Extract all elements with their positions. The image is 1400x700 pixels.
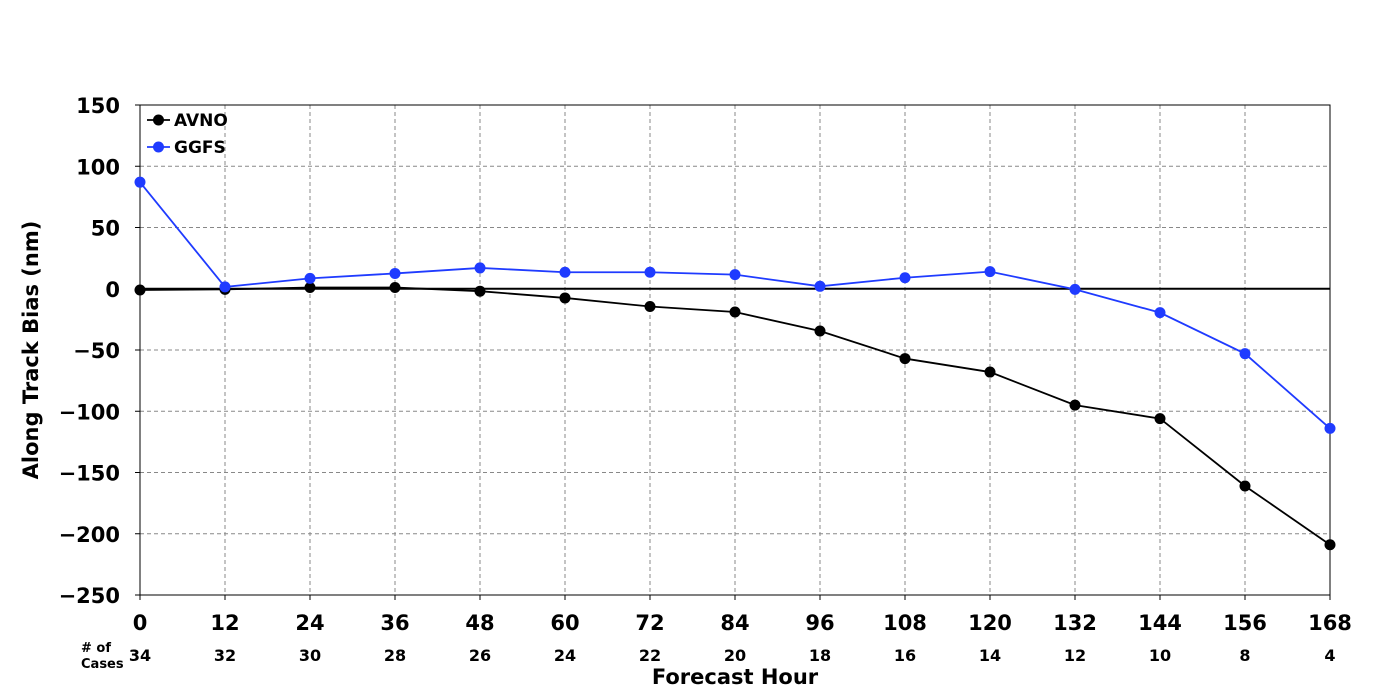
x-tick-label: 24: [295, 611, 324, 635]
data-point-avno: [814, 325, 826, 337]
case-count-label: 8: [1239, 646, 1250, 665]
legend-label-ggfs: GGFS: [174, 138, 226, 158]
case-count-label: 16: [894, 646, 916, 665]
x-tick-label: 168: [1308, 611, 1352, 635]
x-tick-label: 0: [133, 611, 148, 635]
y-tick-label: −100: [59, 400, 120, 424]
y-axis-title: Along Track Bias (nm): [19, 221, 43, 480]
y-tick-label: −50: [73, 339, 120, 363]
case-count-label: 28: [384, 646, 406, 665]
data-point-avno: [899, 353, 911, 365]
x-tick-label: 72: [635, 611, 664, 635]
cases-label-line2: Cases: [81, 657, 124, 672]
x-axis-title: Forecast Hour: [652, 665, 819, 689]
case-count-label: 32: [214, 646, 236, 665]
data-point-ggfs: [814, 280, 826, 292]
y-tick-label: 50: [91, 217, 120, 241]
series-layer: [134, 176, 1336, 551]
data-point-ggfs: [729, 269, 741, 281]
case-count-label: 4: [1324, 646, 1335, 665]
legend-marker-avno: [153, 114, 164, 126]
x-tick-label: 156: [1223, 611, 1267, 635]
case-count-label: 26: [469, 646, 491, 665]
y-tick-label: 150: [76, 94, 120, 118]
data-point-avno: [729, 306, 741, 318]
data-point-ggfs: [644, 266, 656, 278]
data-point-ggfs: [389, 267, 401, 279]
data-point-avno: [559, 292, 571, 304]
data-point-ggfs: [134, 176, 146, 188]
data-point-avno: [134, 284, 146, 296]
data-point-ggfs: [984, 266, 996, 278]
legend-item-ggfs: GGFS: [147, 138, 226, 158]
x-tick-label: 108: [883, 611, 927, 635]
series-ggfs: [134, 176, 1336, 434]
data-point-ggfs: [1154, 307, 1166, 319]
y-tick-label: −200: [59, 523, 120, 547]
data-point-avno: [1069, 399, 1081, 411]
case-count-label: 22: [639, 646, 661, 665]
y-tick-label: −250: [59, 584, 120, 608]
y-tick-label: 100: [76, 155, 120, 179]
x-tick-label: 120: [968, 611, 1012, 635]
case-count-label: 20: [724, 646, 746, 665]
data-point-ggfs: [559, 266, 571, 278]
data-point-avno: [389, 282, 401, 294]
data-point-avno: [1239, 480, 1251, 492]
data-point-avno: [644, 301, 656, 313]
data-point-ggfs: [1069, 283, 1081, 295]
x-tick-label: 144: [1138, 611, 1182, 635]
legend: AVNO GGFS: [147, 111, 228, 158]
x-tick-label: 60: [550, 611, 579, 635]
grid-lines: [140, 105, 1330, 595]
case-count-label: 34: [129, 646, 151, 665]
series-avno: [134, 282, 1336, 551]
data-point-ggfs: [1239, 348, 1251, 360]
case-count-label: 24: [554, 646, 576, 665]
x-tick-label: 36: [380, 611, 409, 635]
data-point-avno: [474, 285, 486, 297]
y-axis-ticks: 150 100 50 0 −50 −100 −150 −200 −250: [59, 94, 140, 608]
x-tick-label: 96: [805, 611, 834, 635]
y-tick-label: −150: [59, 462, 120, 486]
legend-label-avno: AVNO: [174, 111, 228, 131]
data-point-ggfs: [1324, 422, 1336, 434]
data-point-ggfs: [899, 272, 911, 284]
x-tick-label: 132: [1053, 611, 1097, 635]
x-tick-label: 12: [210, 611, 239, 635]
case-count-label: 14: [979, 646, 1001, 665]
data-point-ggfs: [474, 262, 486, 274]
data-point-avno: [984, 366, 996, 378]
y-tick-label: 0: [105, 278, 120, 302]
case-count-label: 18: [809, 646, 831, 665]
data-point-ggfs: [304, 272, 316, 284]
data-point-avno: [304, 282, 316, 294]
case-count-label: 10: [1149, 646, 1171, 665]
cases-row: 34 32 30 28 26 24 22 20 18 16 14 12 10 8 4: [129, 646, 1336, 665]
x-tick-label: 48: [465, 611, 494, 635]
case-count-label: 30: [299, 646, 321, 665]
cases-label-line1: # of: [81, 641, 111, 656]
case-count-label: 12: [1064, 646, 1086, 665]
legend-marker-ggfs: [153, 141, 164, 153]
data-point-ggfs: [219, 281, 231, 293]
x-tick-label: 84: [720, 611, 749, 635]
data-point-avno: [1324, 539, 1336, 551]
legend-item-avno: AVNO: [147, 111, 228, 131]
x-axis-ticks: 0 12 24 36 48 60 72 84 96 108 120 132 144 156 168: [133, 595, 1352, 635]
data-point-avno: [1154, 413, 1166, 425]
